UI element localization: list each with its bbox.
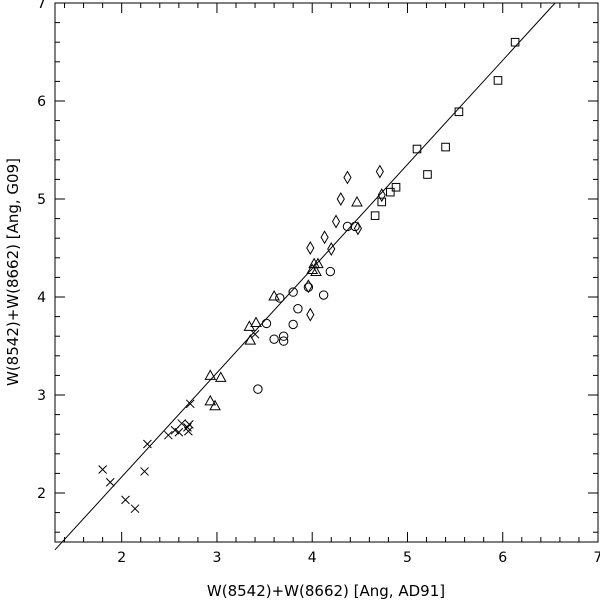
circle-point: [253, 384, 263, 394]
square-point: [510, 37, 520, 47]
square-point: [454, 107, 464, 117]
cross-point: [164, 430, 173, 440]
triangle-point: [250, 316, 262, 327]
diamond-point: [304, 279, 313, 294]
square-point: [377, 197, 387, 207]
circle-point: [350, 221, 360, 232]
y-tick-label: 5: [37, 192, 46, 208]
y-tick-label: 2: [37, 486, 46, 502]
x-tick-label: 2: [117, 550, 126, 566]
y-tick-label: 4: [37, 290, 46, 306]
diamond-point: [331, 214, 341, 229]
circle-point: [269, 334, 279, 344]
square-point: [370, 211, 380, 220]
triangle-point: [204, 394, 217, 406]
x-tick-label: 7: [594, 550, 600, 566]
y-tick-label: 7: [37, 0, 46, 12]
diamond-point: [336, 192, 345, 206]
triangle-point: [310, 265, 322, 277]
circle-point: [288, 319, 298, 330]
diamond-point: [343, 170, 352, 185]
x-tick-label: 5: [403, 550, 412, 566]
triangle-point: [209, 399, 221, 411]
triangle-point: [244, 334, 257, 345]
circle-point: [288, 287, 298, 297]
circle-point: [275, 293, 285, 303]
square-point: [386, 187, 395, 197]
diamond-point: [320, 230, 329, 245]
x-tick-label: 6: [498, 550, 507, 566]
circle-point: [293, 304, 303, 314]
triangle-point: [268, 289, 280, 301]
reference-line: [54, 2, 556, 551]
diamond-point: [375, 164, 384, 179]
cross-point: [143, 439, 152, 449]
cross-point: [177, 419, 187, 428]
square-point: [391, 182, 401, 192]
data-points: [98, 37, 520, 514]
cross-point: [105, 477, 115, 487]
plot-frame: [54, 2, 599, 543]
square-point: [423, 170, 432, 179]
triangle-point: [351, 195, 363, 207]
diamond-point: [306, 307, 315, 322]
square-point: [412, 144, 422, 154]
diamond-point: [353, 221, 363, 236]
y-tick-label: 3: [37, 388, 46, 404]
circle-point: [318, 290, 329, 300]
y-tick-label: 6: [37, 94, 46, 110]
diamond-point: [327, 241, 336, 256]
square-point: [493, 76, 503, 85]
axis-ticks: [55, 2, 599, 542]
x-axis-label: W(8542)+W(8662) [Ang, AD91]: [207, 582, 445, 600]
circle-point: [342, 221, 353, 232]
triangle-point: [204, 369, 217, 380]
cross-point: [98, 465, 107, 474]
cross-point: [140, 467, 149, 476]
cross-point: [174, 427, 184, 437]
x-tick-label: 3: [212, 550, 221, 566]
y-axis-label: W(8542)+W(8662) [Ang, G09]: [4, 158, 22, 386]
circle-point: [278, 336, 289, 346]
triangle-point: [312, 257, 324, 269]
circle-point: [325, 266, 336, 277]
cross-point: [121, 495, 130, 505]
diamond-point: [377, 188, 386, 203]
diamond-point: [306, 241, 315, 255]
axis-tick-labels: 2 3 4 5 6 7 2 3 4 5 6 7: [37, 0, 600, 566]
circle-point: [261, 318, 272, 329]
cross-point: [185, 399, 195, 409]
x-tick-label: 4: [308, 550, 317, 566]
square-point: [441, 142, 450, 152]
cross-point: [184, 426, 193, 436]
cross-point: [250, 329, 260, 339]
circle-point: [278, 331, 289, 341]
cross-point: [130, 504, 140, 514]
triangle-point: [214, 371, 227, 382]
